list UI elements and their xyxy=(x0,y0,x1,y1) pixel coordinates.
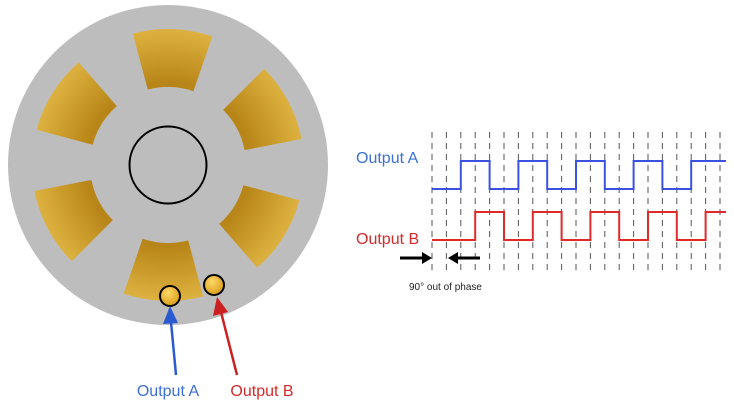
disk-segment xyxy=(36,62,117,145)
waveform-output-a-label: Output A xyxy=(356,150,419,167)
disk-segment xyxy=(123,238,204,302)
disk-hub xyxy=(128,125,208,205)
disk-segment xyxy=(34,179,113,262)
disk-segments xyxy=(34,28,302,302)
disk-segment xyxy=(219,185,300,268)
phase-arrow-right xyxy=(400,252,432,264)
timing-grid xyxy=(431,132,721,272)
sensor-output-a-label: Output A xyxy=(137,383,200,400)
sensor-b-arrow xyxy=(213,297,239,376)
disk-segment xyxy=(223,68,302,151)
sensor-output-b-label: Output B xyxy=(230,383,293,400)
sensor-a xyxy=(159,285,181,307)
waveform-output-b-label: Output B xyxy=(356,231,419,248)
phase-arrow-left xyxy=(448,252,480,264)
output-a-waveform xyxy=(432,160,726,190)
sensor-a-arrow xyxy=(163,306,178,376)
sensor-b xyxy=(203,274,225,296)
phase-note: 90° out of phase xyxy=(409,282,482,293)
output-b-waveform xyxy=(432,211,726,241)
disk-segment xyxy=(132,28,213,92)
encoder-disk xyxy=(8,5,328,325)
